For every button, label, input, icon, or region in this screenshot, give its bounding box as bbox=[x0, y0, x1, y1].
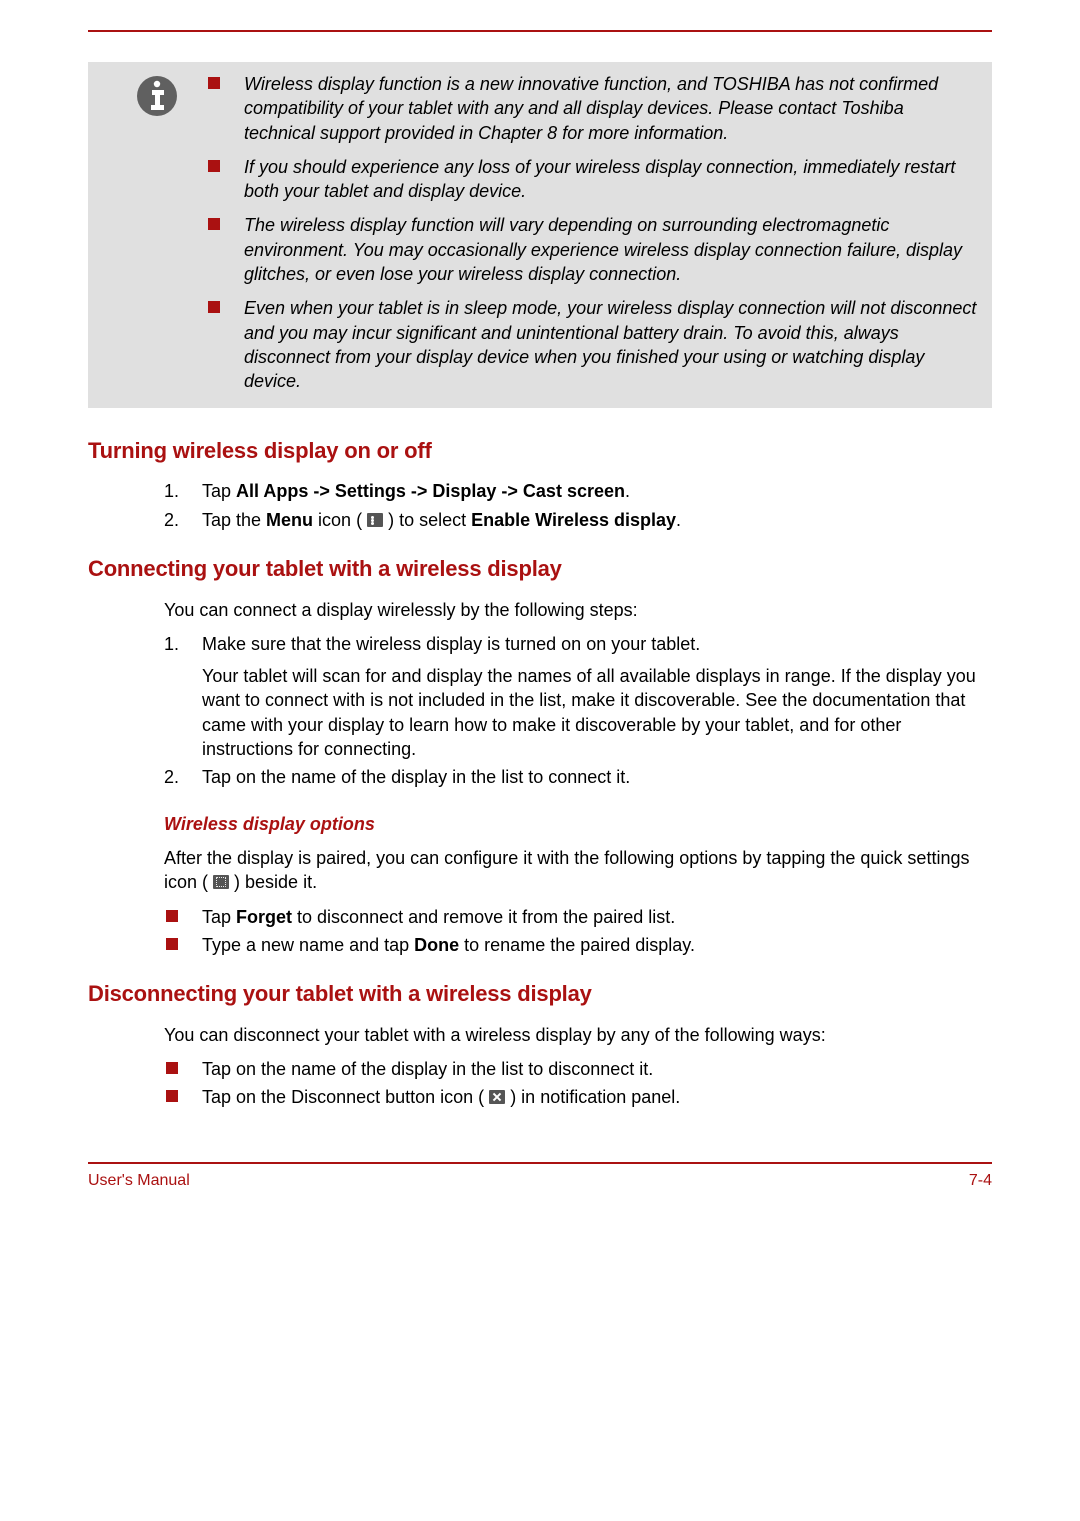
bullet-item: Type a new name and tap Done to rename t… bbox=[88, 933, 992, 957]
text: icon ( bbox=[313, 510, 367, 530]
bold-text: All Apps -> Settings -> Display -> Cast … bbox=[236, 481, 625, 501]
subheading-options: Wireless display options bbox=[164, 812, 992, 836]
step-number: 1. bbox=[164, 632, 202, 656]
heading-connecting: Connecting your tablet with a wireless d… bbox=[88, 554, 992, 584]
top-divider bbox=[88, 30, 992, 32]
heading-disconnecting: Disconnecting your tablet with a wireles… bbox=[88, 979, 992, 1009]
text: ) to select bbox=[383, 510, 471, 530]
square-bullet-icon bbox=[166, 1090, 178, 1102]
manual-page: Wireless display function is a new innov… bbox=[0, 0, 1080, 1521]
footer-right: 7-4 bbox=[969, 1170, 992, 1192]
step-subtext: Your tablet will scan for and display th… bbox=[202, 664, 992, 761]
bottom-divider bbox=[88, 1162, 992, 1164]
connecting-intro: You can connect a display wirelessly by … bbox=[88, 598, 992, 622]
options-intro: After the display is paired, you can con… bbox=[88, 846, 992, 895]
text: ) beside it. bbox=[229, 872, 317, 892]
page-footer: User's Manual 7-4 bbox=[88, 1170, 992, 1192]
footer-left: User's Manual bbox=[88, 1170, 190, 1192]
info-note-box: Wireless display function is a new innov… bbox=[88, 62, 992, 408]
text: to disconnect and remove it from the pai… bbox=[292, 907, 675, 927]
steps-connecting: 1. Make sure that the wireless display i… bbox=[88, 632, 992, 790]
heading-turning: Turning wireless display on or off bbox=[88, 436, 992, 466]
bullet-item: Tap on the name of the display in the li… bbox=[88, 1057, 992, 1081]
text: to rename the paired display. bbox=[459, 935, 695, 955]
note-item: The wireless display function will vary … bbox=[208, 213, 978, 286]
disconnecting-intro: You can disconnect your tablet with a wi… bbox=[88, 1023, 992, 1047]
steps-turning: 1. Tap All Apps -> Settings -> Display -… bbox=[88, 479, 992, 532]
step-body: Tap All Apps -> Settings -> Display -> C… bbox=[202, 479, 992, 503]
text: . bbox=[676, 510, 681, 530]
bold-text: Forget bbox=[236, 907, 292, 927]
step-item: 1. Tap All Apps -> Settings -> Display -… bbox=[88, 479, 992, 503]
square-bullet-icon bbox=[166, 1062, 178, 1074]
step-item: 2. Tap the Menu icon ( ) to select Enabl… bbox=[88, 508, 992, 532]
disconnecting-bullets: Tap on the name of the display in the li… bbox=[88, 1057, 992, 1110]
note-item: If you should experience any loss of you… bbox=[208, 155, 978, 204]
close-icon bbox=[489, 1090, 505, 1104]
menu-icon bbox=[367, 513, 383, 527]
note-text: Even when your tablet is in sleep mode, … bbox=[244, 296, 978, 393]
step-number: 2. bbox=[164, 765, 202, 789]
bold-text: Enable Wireless display bbox=[471, 510, 676, 530]
note-text: If you should experience any loss of you… bbox=[244, 155, 978, 204]
text: . bbox=[625, 481, 630, 501]
note-item: Wireless display function is a new innov… bbox=[208, 72, 978, 145]
step-body: Make sure that the wireless display is t… bbox=[202, 632, 992, 761]
note-text: The wireless display function will vary … bbox=[244, 213, 978, 286]
text: ) in notification panel. bbox=[505, 1087, 680, 1107]
square-bullet-icon bbox=[208, 301, 220, 313]
quick-settings-icon bbox=[213, 875, 229, 889]
bullet-body: Tap on the name of the display in the li… bbox=[202, 1057, 992, 1081]
bullet-item: Tap on the Disconnect button icon ( ) in… bbox=[88, 1085, 992, 1109]
bold-text: Done bbox=[414, 935, 459, 955]
subsection-options: Wireless display options bbox=[88, 812, 992, 836]
step-number: 1. bbox=[164, 479, 202, 503]
step-item: 1. Make sure that the wireless display i… bbox=[88, 632, 992, 761]
square-bullet-icon bbox=[166, 910, 178, 922]
bullet-item: Tap Forget to disconnect and remove it f… bbox=[88, 905, 992, 929]
bullet-body: Tap Forget to disconnect and remove it f… bbox=[202, 905, 992, 929]
note-item: Even when your tablet is in sleep mode, … bbox=[208, 296, 978, 393]
text: Tap the bbox=[202, 510, 266, 530]
square-bullet-icon bbox=[208, 218, 220, 230]
step-number: 2. bbox=[164, 508, 202, 532]
options-bullets: Tap Forget to disconnect and remove it f… bbox=[88, 905, 992, 958]
bullet-body: Tap on the Disconnect button icon ( ) in… bbox=[202, 1085, 992, 1109]
square-bullet-icon bbox=[208, 160, 220, 172]
bold-text: Menu bbox=[266, 510, 313, 530]
square-bullet-icon bbox=[208, 77, 220, 89]
text: Tap bbox=[202, 481, 236, 501]
text: Make sure that the wireless display is t… bbox=[202, 634, 700, 654]
info-note-content: Wireless display function is a new innov… bbox=[208, 72, 978, 394]
text: Tap bbox=[202, 907, 236, 927]
square-bullet-icon bbox=[166, 938, 178, 950]
step-body: Tap on the name of the display in the li… bbox=[202, 765, 992, 789]
info-icon bbox=[134, 74, 180, 118]
bullet-body: Type a new name and tap Done to rename t… bbox=[202, 933, 992, 957]
step-item: 2. Tap on the name of the display in the… bbox=[88, 765, 992, 789]
step-body: Tap the Menu icon ( ) to select Enable W… bbox=[202, 508, 992, 532]
text: Tap on the Disconnect button icon ( bbox=[202, 1087, 489, 1107]
note-text: Wireless display function is a new innov… bbox=[244, 72, 978, 145]
text: Type a new name and tap bbox=[202, 935, 414, 955]
